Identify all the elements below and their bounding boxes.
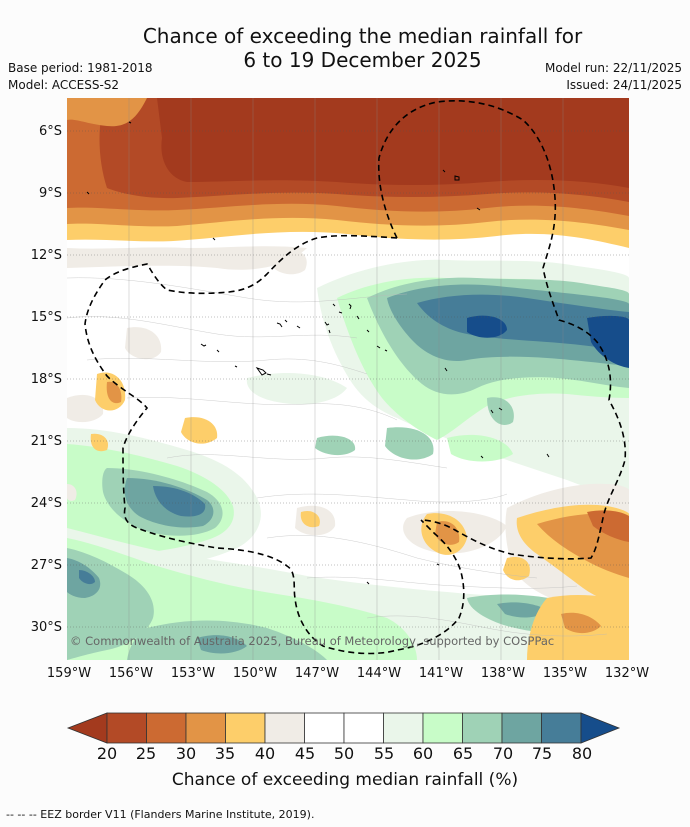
colorbar-swatch — [106, 712, 147, 744]
colorbar-swatch — [146, 712, 187, 744]
colorbar-extend-high — [580, 712, 621, 744]
colorbar-label-40: 40 — [254, 744, 276, 763]
colorbar-label-55: 55 — [373, 744, 395, 763]
x-tick-135w: 135°W — [542, 666, 588, 681]
model-run-label: Model run: 22/11/2025 — [544, 61, 682, 75]
colorbar-label-80: 80 — [571, 744, 593, 763]
y-tick-12s: 12°S — [30, 248, 62, 263]
colorbar-swatch — [225, 712, 266, 744]
colorbar-label-65: 65 — [452, 744, 474, 763]
colorbar-label-35: 35 — [214, 744, 236, 763]
colorbar-swatch — [264, 712, 305, 744]
colorbar-label-70: 70 — [492, 744, 514, 763]
colorbar-swatch — [185, 712, 226, 744]
colorbar-swatch — [304, 712, 345, 744]
colorbar-title: Chance of exceeding median rainfall (%) — [171, 770, 519, 790]
rainfall-map: © Commonwealth of Australia 2025, Bureau… — [67, 98, 629, 660]
colorbar-label-20: 20 — [96, 744, 118, 763]
y-tick-15s: 15°S — [30, 310, 62, 325]
y-tick-30s: 30°S — [30, 620, 62, 635]
rainfall-map-svg — [67, 98, 629, 660]
colorbar — [66, 712, 621, 744]
x-tick-159w: 159°W — [46, 666, 92, 681]
base-period-label: Base period: 1981-2018 — [8, 61, 153, 75]
colorbar-swatch — [501, 712, 542, 744]
colorbar-label-60: 60 — [412, 744, 434, 763]
colorbar-swatch — [383, 712, 424, 744]
x-tick-144w: 144°W — [356, 666, 402, 681]
issued-label: Issued: 24/11/2025 — [566, 78, 682, 92]
x-tick-156w: 156°W — [108, 666, 154, 681]
colorbar-label-50: 50 — [333, 744, 355, 763]
x-tick-141w: 141°W — [418, 666, 464, 681]
x-tick-153w: 153°W — [170, 666, 216, 681]
copyright-notice: © Commonwealth of Australia 2025, Bureau… — [70, 634, 555, 648]
eez-borders — [84, 100, 627, 655]
colorbar-swatch — [541, 712, 582, 744]
y-tick-18s: 18°S — [30, 372, 62, 387]
colorbar-extend-low — [66, 712, 108, 744]
y-tick-24s: 24°S — [30, 496, 62, 511]
chart-title-line2: 6 to 19 December 2025 — [243, 48, 482, 72]
colorbar-swatch — [422, 712, 463, 744]
x-tick-150w: 150°W — [232, 666, 278, 681]
colorbar-label-25: 25 — [135, 744, 157, 763]
colorbar-label-45: 45 — [294, 744, 316, 763]
y-tick-9s: 9°S — [38, 186, 62, 201]
model-label: Model: ACCESS-S2 — [8, 78, 120, 92]
colorbar-swatch — [462, 712, 503, 744]
y-tick-21s: 21°S — [30, 434, 62, 449]
y-tick-27s: 27°S — [30, 558, 62, 573]
x-tick-138w: 138°W — [480, 666, 526, 681]
colorbar-label-30: 30 — [175, 744, 197, 763]
chart-title: Chance of exceeding the median rainfall … — [0, 24, 690, 72]
island-outlines — [86, 121, 550, 585]
colorbar-swatch — [343, 712, 384, 744]
map-gridlines — [67, 130, 629, 628]
y-tick-6s: 6°S — [38, 124, 62, 139]
colorbar-label-75: 75 — [531, 744, 553, 763]
x-tick-147w: 147°W — [294, 666, 340, 681]
chart-title-line1: Chance of exceeding the median rainfall … — [142, 24, 583, 48]
eez-legend-note: -- -- -- EEZ border V11 (Flanders Marine… — [6, 808, 315, 821]
x-tick-132w: 132°W — [604, 666, 650, 681]
